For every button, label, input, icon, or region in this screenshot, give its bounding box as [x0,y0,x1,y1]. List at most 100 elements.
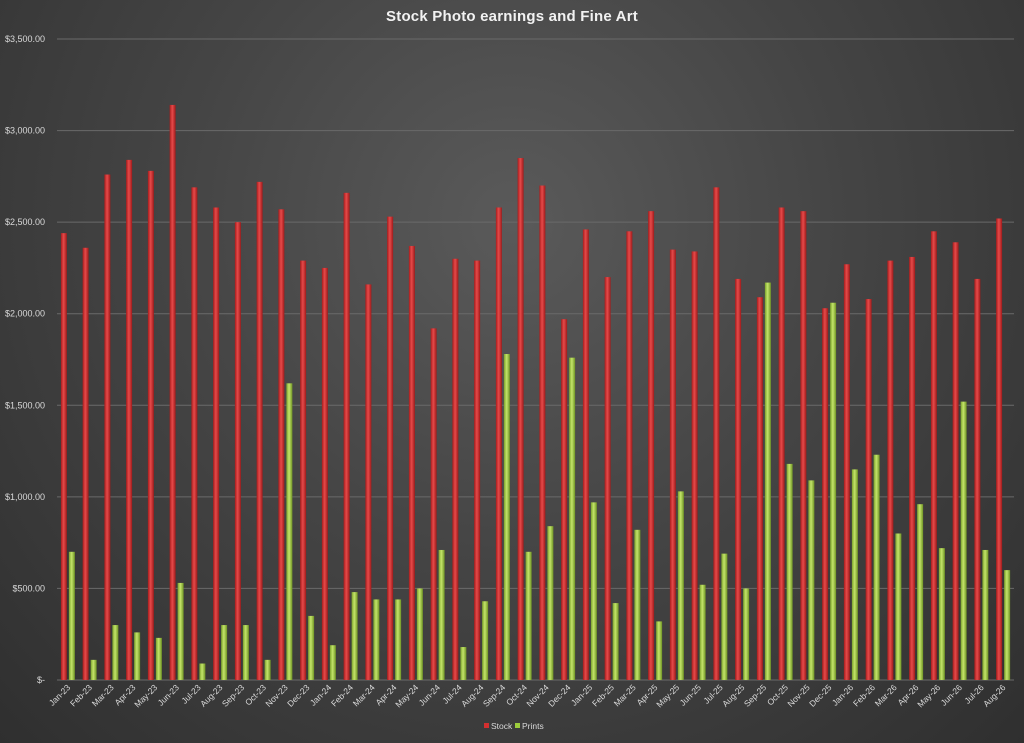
y-tick-label: $2,000.00 [5,309,45,319]
x-tick-label: Dec-24 [546,682,573,709]
bar-stock-may-24 [408,245,415,681]
bar-stock-aug-23 [213,207,220,680]
x-tick-label: Sep-25 [742,682,769,709]
y-tick-label: $500.00 [12,583,45,593]
x-tick-label: Mar-26 [873,682,899,708]
x-tick-label: Mar-24 [351,682,377,708]
bar-stock-sep-25 [756,297,763,680]
x-tick-label: Sep-23 [220,682,247,709]
bar-prints-feb-25 [612,603,619,680]
x-tick-label: Feb-26 [851,682,877,708]
bar-stock-aug-24 [474,260,481,680]
bar-prints-oct-23 [264,659,271,680]
bar-prints-mar-23 [112,625,119,680]
bar-prints-apr-23 [134,632,141,680]
bar-prints-sep-23 [242,625,249,680]
x-tick-label: Aug-24 [459,682,486,709]
bar-stock-aug-26 [996,218,1003,681]
bar-prints-apr-26 [917,504,924,680]
bar-prints-dec-25 [830,302,837,680]
bar-stock-aug-25 [735,278,742,680]
bar-stock-feb-23 [82,247,89,681]
x-tick-label: Sep-24 [481,682,508,709]
bar-prints-mar-26 [895,533,902,680]
x-tick-label: Mar-23 [90,682,116,708]
bar-stock-feb-24 [343,192,350,680]
bar-stock-mar-25 [626,231,633,681]
bar-prints-may-23 [155,637,162,680]
bar-stock-apr-25 [648,211,655,680]
legend: Stock Prints [484,721,544,731]
bar-prints-jan-24 [329,645,336,680]
bar-stock-jan-23 [60,233,67,681]
bar-prints-oct-25 [786,463,793,680]
bar-stock-may-25 [669,249,676,680]
y-tick-label: $- [37,675,45,685]
bar-prints-jan-23 [68,551,75,680]
bar-stock-apr-26 [909,256,916,680]
legend-swatch-prints [515,723,520,728]
bar-prints-jun-25 [699,584,706,680]
bar-stock-apr-23 [126,159,133,681]
legend-label-stock: Stock [491,721,513,731]
bar-stock-jun-24 [430,328,437,680]
legend-label-prints: Prints [522,721,544,731]
bar-prints-jun-24 [438,549,445,680]
x-tick-label: Jan-26 [830,682,856,708]
bar-stock-jul-25 [713,187,720,681]
bar-prints-feb-24 [351,592,358,680]
bar-stock-sep-24 [495,207,502,680]
bar-stock-oct-24 [517,158,524,681]
bar-stock-dec-23 [300,260,307,680]
bar-prints-apr-24 [395,599,402,680]
bar-stock-jul-23 [191,187,198,681]
bar-prints-sep-24 [503,354,510,680]
bar-prints-jul-26 [982,549,989,680]
bar-prints-feb-23 [90,659,97,680]
bar-stock-oct-23 [256,181,263,680]
x-tick-label: Feb-24 [329,682,355,708]
bar-prints-nov-25 [808,480,815,680]
y-tick-label: $1,500.00 [5,400,45,410]
y-tick-label: $1,000.00 [5,492,45,502]
bar-prints-jan-25 [590,502,597,680]
x-tick-label: Feb-23 [68,682,94,708]
bar-stock-jan-26 [843,264,850,680]
bar-stock-may-23 [147,170,154,680]
x-tick-label: Nov-25 [785,682,812,709]
bar-stock-nov-25 [800,211,807,680]
bar-stock-jul-26 [974,278,981,680]
y-tick-label: $3,000.00 [5,126,45,136]
y-tick-label: $2,500.00 [5,217,45,227]
x-tick-label: May-25 [654,682,681,709]
x-tick-label: May-23 [132,682,159,709]
bar-stock-mar-26 [887,260,894,680]
bar-stock-dec-24 [561,319,568,680]
x-tick-label: Jan-24 [308,682,334,708]
bar-stock-jul-24 [452,258,459,680]
x-tick-label: Aug-23 [198,682,225,709]
x-tick-label: Jan-25 [569,682,595,708]
bar-stock-jan-25 [582,229,589,680]
bar-prints-dec-23 [308,615,315,680]
bar-prints-feb-26 [873,454,880,680]
bar-stock-may-26 [930,231,937,681]
x-tick-label: Nov-23 [263,682,290,709]
bar-prints-aug-23 [221,625,228,680]
x-tick-label: Jun-25 [678,682,704,708]
bar-prints-jan-26 [851,469,858,680]
bar-prints-jul-23 [199,663,206,680]
x-tick-label: Jan-23 [47,682,73,708]
bar-prints-may-26 [938,548,945,680]
x-tick-label: Aug-25 [720,682,747,709]
chart-title: Stock Photo earnings and Fine Art [386,8,638,25]
bar-prints-jul-24 [460,647,467,680]
bar-stock-feb-26 [865,299,872,680]
bar-prints-apr-25 [656,621,663,680]
bar-prints-jun-23 [177,582,184,680]
x-tick-label: Dec-25 [807,682,834,709]
x-tick-label: Feb-25 [590,682,616,708]
bar-stock-jun-23 [169,104,176,681]
